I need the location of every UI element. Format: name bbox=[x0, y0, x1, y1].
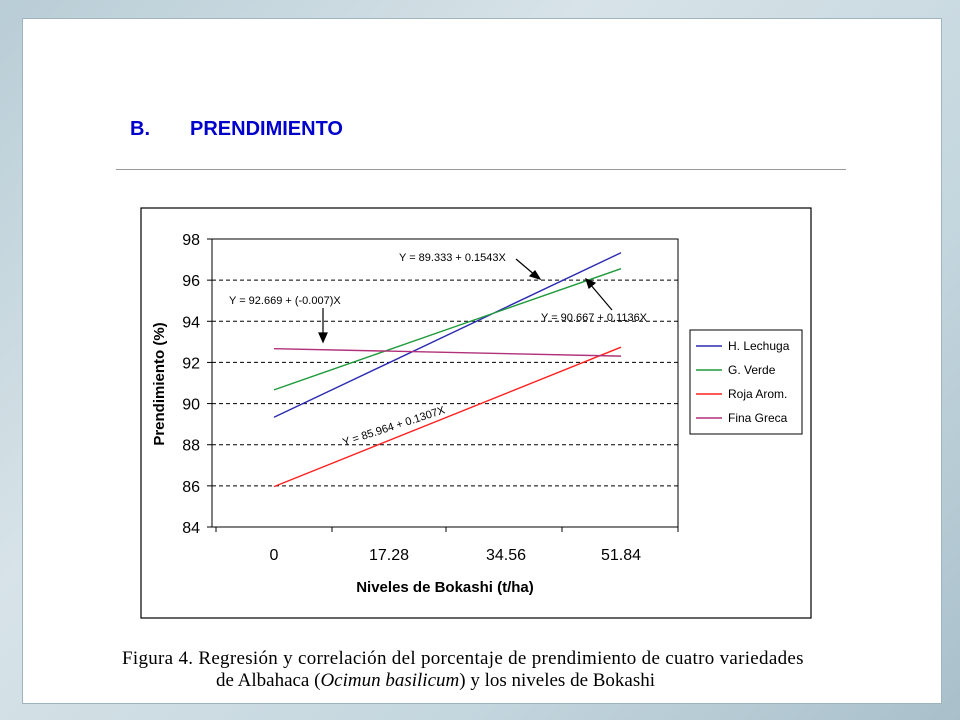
series-line-h-lechuga bbox=[273, 252, 622, 418]
section-heading: B. PRENDIMIENTO bbox=[130, 118, 343, 141]
legend-label-h-lechuga: H. Lechuga bbox=[728, 339, 790, 353]
caption-species: Ocimun basilicum bbox=[320, 670, 460, 691]
series-line-fina-greca bbox=[273, 347, 622, 357]
annotation-arrows bbox=[318, 258, 613, 344]
x-tick-label-3: 51.84 bbox=[601, 547, 641, 564]
y-axis-title: Prendimiento (%) bbox=[151, 322, 168, 445]
y-tick-label-84: 84 bbox=[182, 520, 200, 537]
heading-divider bbox=[116, 169, 846, 170]
caption-line-2: de Albahaca (Ocimun basilicum) y los niv… bbox=[122, 670, 862, 692]
y-axis-ticks: 84 86 88 90 92 94 96 98 bbox=[182, 232, 212, 537]
annotation-h-lechuga: Y = 89.333 + 0.1543X bbox=[399, 252, 506, 264]
section-letter: B. bbox=[130, 118, 150, 140]
y-tick-label-92: 92 bbox=[182, 355, 200, 372]
x-axis-ticks: 0 17.28 34.56 51.84 bbox=[215, 527, 679, 564]
x-axis-title: Niveles de Bokashi (t/ha) bbox=[356, 579, 534, 596]
legend-label-g-verde: G. Verde bbox=[728, 363, 776, 377]
grid-lines bbox=[212, 279, 678, 487]
y-tick-label-88: 88 bbox=[182, 438, 200, 455]
legend: H. Lechuga G. Verde Roja Arom. Fina Greca bbox=[696, 339, 790, 425]
figure: 84 86 88 90 92 94 96 98 0 17.28 34.56 51.84 Y = 89… bbox=[116, 194, 848, 700]
caption-line-2-post: ) y los niveles de Bokashi bbox=[459, 670, 656, 691]
y-tick-label-86: 86 bbox=[182, 479, 200, 496]
legend-box bbox=[689, 329, 803, 435]
y-tick-label-98: 98 bbox=[182, 232, 200, 249]
annotation-fina-greca: Y = 92.669 + (-0.007)X bbox=[229, 295, 341, 307]
figure-caption: Figura 4. Regresión y correlación del po… bbox=[122, 648, 862, 692]
y-tick-label-94: 94 bbox=[182, 314, 200, 331]
y-tick-label-96: 96 bbox=[182, 273, 200, 290]
legend-label-roja-arom-: Roja Arom. bbox=[728, 387, 787, 401]
x-tick-label-0: 0 bbox=[270, 547, 279, 564]
x-tick-label-1: 17.28 bbox=[369, 547, 409, 564]
annotation-g-verde: Y = 90.667 + 0.1136X bbox=[541, 312, 648, 324]
legend-label-fina-greca: Fina Greca bbox=[728, 411, 788, 425]
caption-line-2-pre: de Albahaca ( bbox=[216, 670, 321, 691]
plot-area bbox=[211, 238, 679, 528]
arrow-fina-greca-head bbox=[318, 332, 328, 344]
y-tick-label-90: 90 bbox=[182, 397, 200, 414]
arrow-g-verde-head bbox=[585, 277, 597, 290]
arrow-g-verde bbox=[589, 283, 613, 311]
series-line-roja-arom- bbox=[273, 346, 622, 488]
series-line-g-verde bbox=[273, 268, 622, 391]
x-tick-label-2: 34.56 bbox=[486, 547, 526, 564]
series-lines bbox=[273, 252, 622, 488]
caption-line-1: Figura 4. Regresión y correlación del po… bbox=[122, 648, 804, 669]
section-title: PRENDIMIENTO bbox=[190, 118, 343, 140]
regression-chart: 84 86 88 90 92 94 96 98 0 17.28 34.56 51.84 Y = 89… bbox=[140, 207, 812, 619]
arrow-h-lechuga-head bbox=[528, 270, 542, 281]
